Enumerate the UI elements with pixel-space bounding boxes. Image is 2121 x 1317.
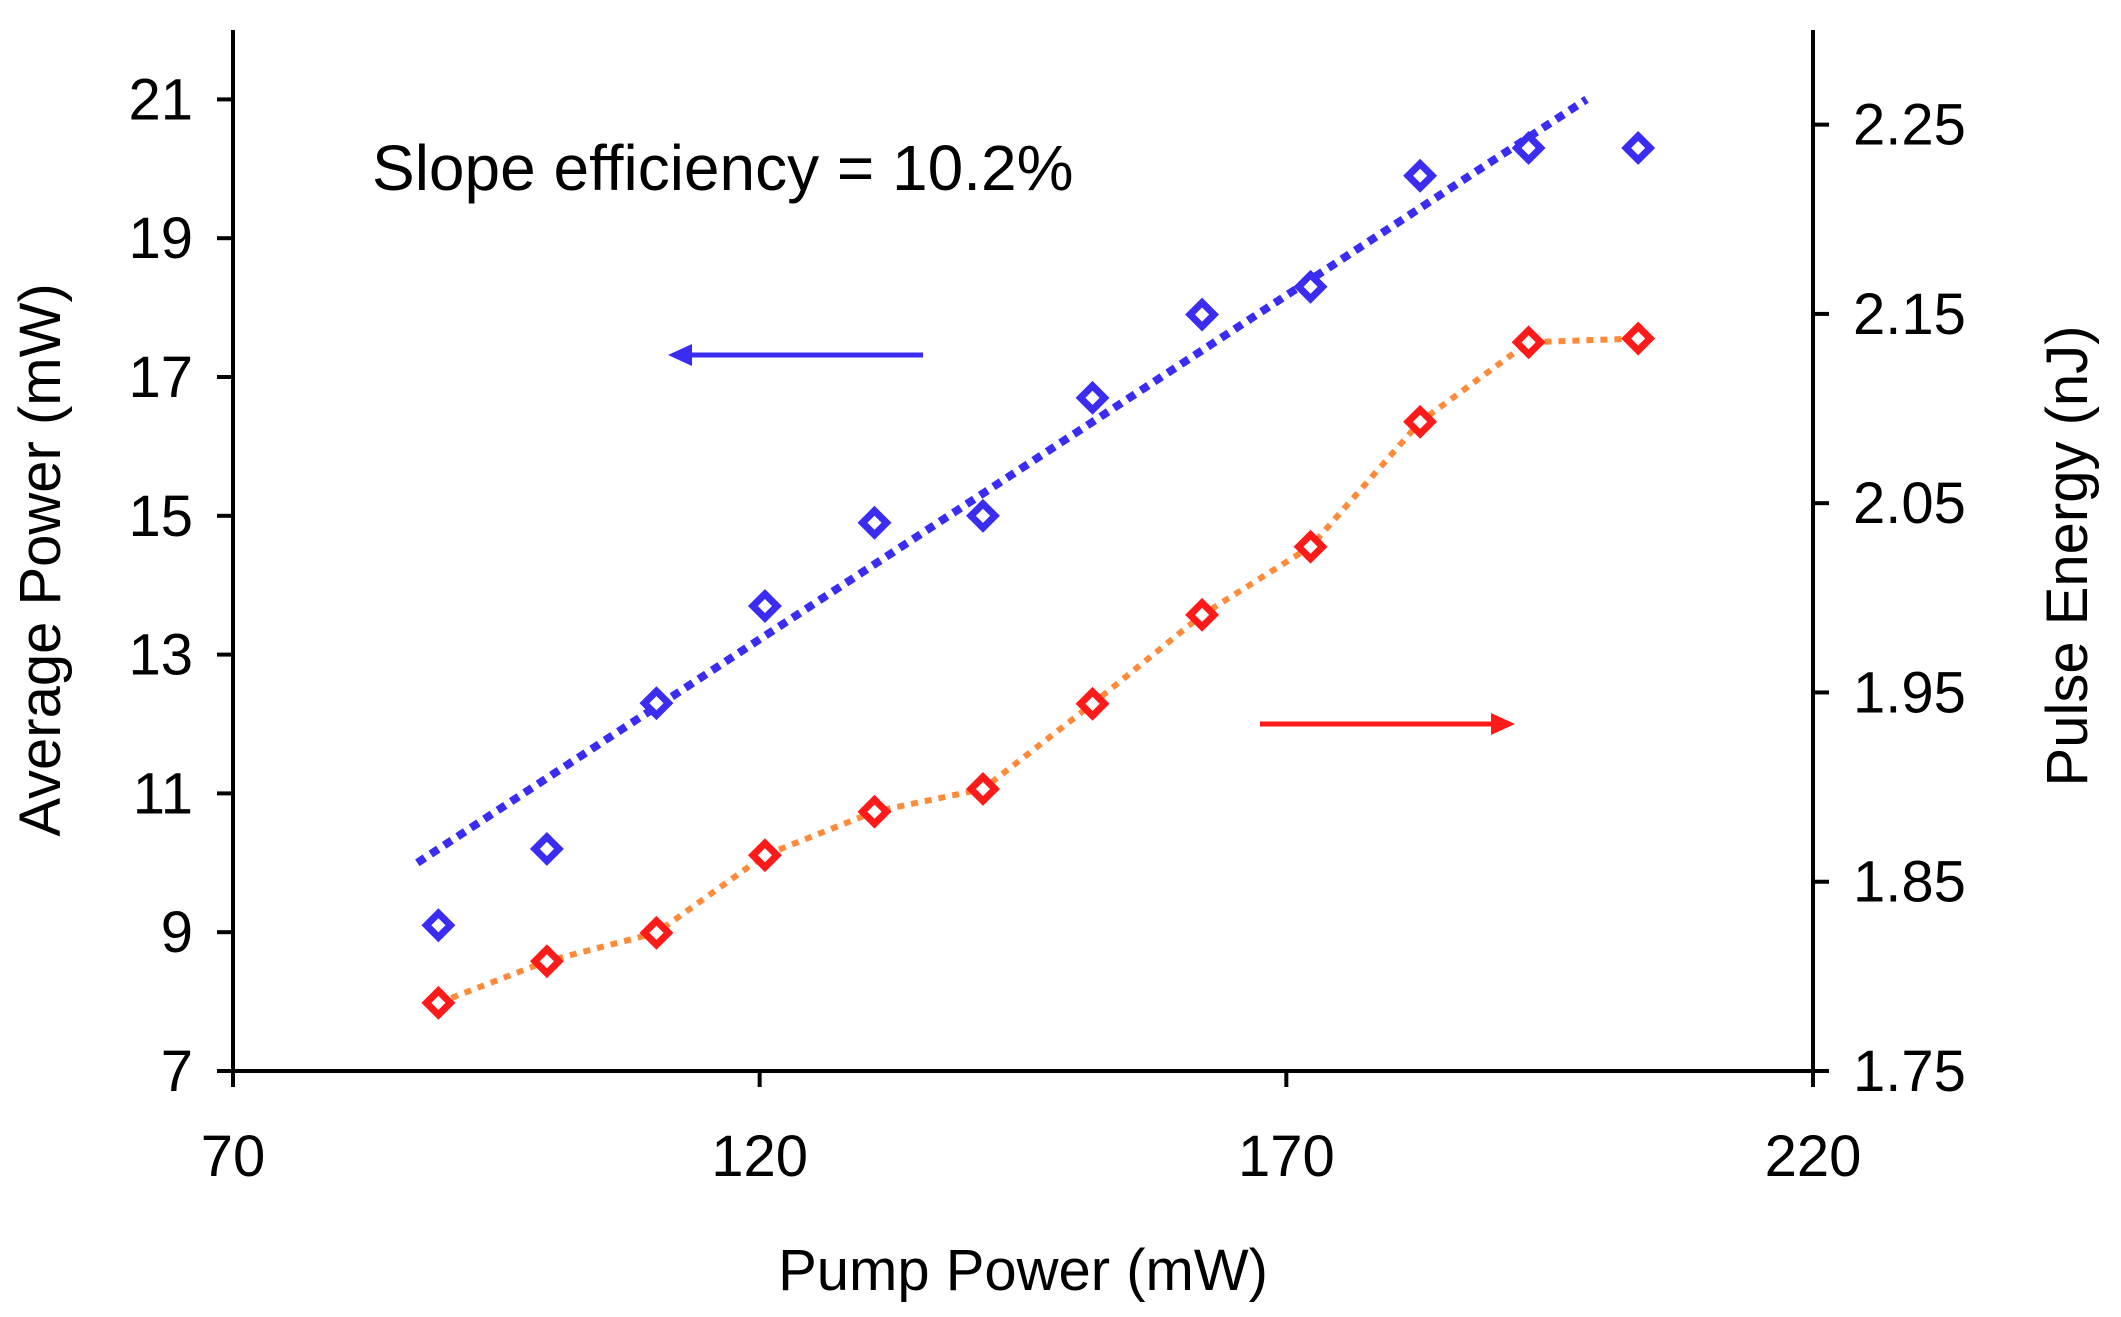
data-layer	[415, 96, 1656, 1020]
pulse-energy-point	[1185, 597, 1220, 632]
pulse-energy-point	[639, 915, 674, 950]
x-axis-title: Pump Power (mW)	[778, 1238, 1268, 1303]
x-tick-label: 220	[1765, 1124, 1862, 1189]
trendline	[415, 96, 1589, 867]
y-left-tick-label: 9	[161, 900, 193, 965]
average-power-point	[1511, 131, 1546, 165]
pulse-energy-point	[529, 944, 564, 979]
average-power-point	[529, 831, 564, 866]
average-power-point	[857, 505, 892, 540]
left-axis-arrow-head	[668, 344, 692, 366]
average-power-point	[1293, 269, 1328, 304]
y-left-tick-label: 17	[128, 345, 193, 410]
left-axis-arrow	[668, 344, 923, 366]
axes-layer: 70 120 170 220 7 9 11 13 15 17 19 21 1.75 1.85 1.95 2.0…	[128, 30, 1966, 1189]
x-tick-label: 170	[1238, 1124, 1335, 1189]
y-left-tick-label: 21	[128, 67, 193, 132]
pulse-energy-point	[747, 838, 782, 873]
slope-annotation: Slope efficiency = 10.2%	[372, 132, 1074, 204]
pulse-energy-point	[857, 794, 892, 829]
y-right-tick-label: 2.05	[1853, 471, 1966, 536]
pulse-energy-connector	[437, 335, 1639, 1006]
y-right-tick-label: 1.75	[1853, 1039, 1966, 1104]
x-tick-label: 70	[201, 1124, 266, 1189]
y-left-tick-label: 7	[161, 1039, 193, 1104]
average-power-point	[1403, 158, 1438, 193]
y-left-tick-label: 19	[128, 206, 193, 271]
y-right-tick-label: 1.95	[1853, 660, 1966, 725]
pulse-energy-point	[1511, 325, 1546, 360]
pulse-energy-point	[1621, 321, 1656, 356]
average-power-point	[639, 686, 674, 721]
average-power-point	[1075, 380, 1110, 415]
y-left-tick-label: 11	[133, 761, 193, 826]
right-axis-arrow-head	[1491, 713, 1515, 735]
y-axis-right-title: Pulse Energy (nJ)	[2035, 326, 2100, 787]
y-right-tick-label: 2.15	[1853, 282, 1966, 347]
pulse-energy-point	[1075, 686, 1110, 721]
average-power-point	[1185, 297, 1220, 332]
right-axis-arrow	[1260, 713, 1515, 735]
average-power-point	[966, 498, 1000, 533]
average-power-point	[747, 589, 782, 623]
average-power-point	[421, 908, 456, 943]
y-left-tick-label: 13	[128, 623, 193, 688]
average-power-point	[1621, 131, 1656, 165]
y-axis-left-title: Average Power (mW)	[8, 283, 73, 836]
y-right-tick-label: 2.25	[1853, 93, 1966, 158]
pulse-energy-point	[1293, 529, 1328, 564]
pulse-energy-point	[966, 772, 1000, 806]
pulse-energy-point	[1403, 404, 1438, 439]
pulse-energy-point	[421, 985, 456, 1020]
y-right-tick-label: 1.85	[1853, 850, 1966, 915]
y-left-tick-label: 15	[128, 484, 193, 549]
x-tick-label: 120	[711, 1124, 808, 1189]
